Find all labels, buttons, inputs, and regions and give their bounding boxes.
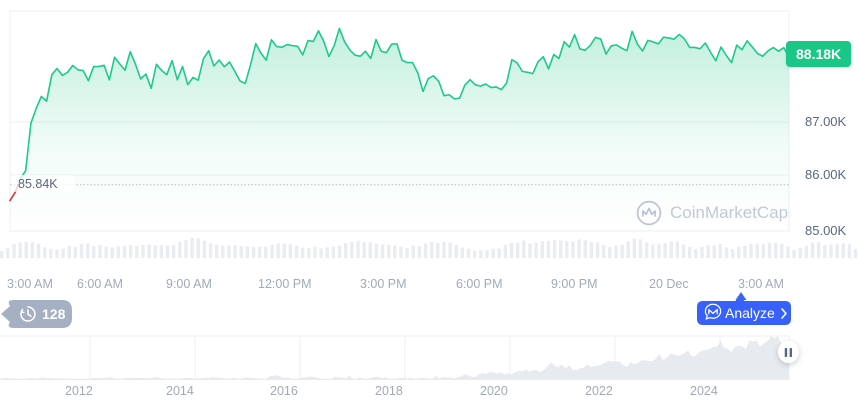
svg-text:Analyze: Analyze [725,305,775,321]
svg-text:128: 128 [42,306,66,322]
